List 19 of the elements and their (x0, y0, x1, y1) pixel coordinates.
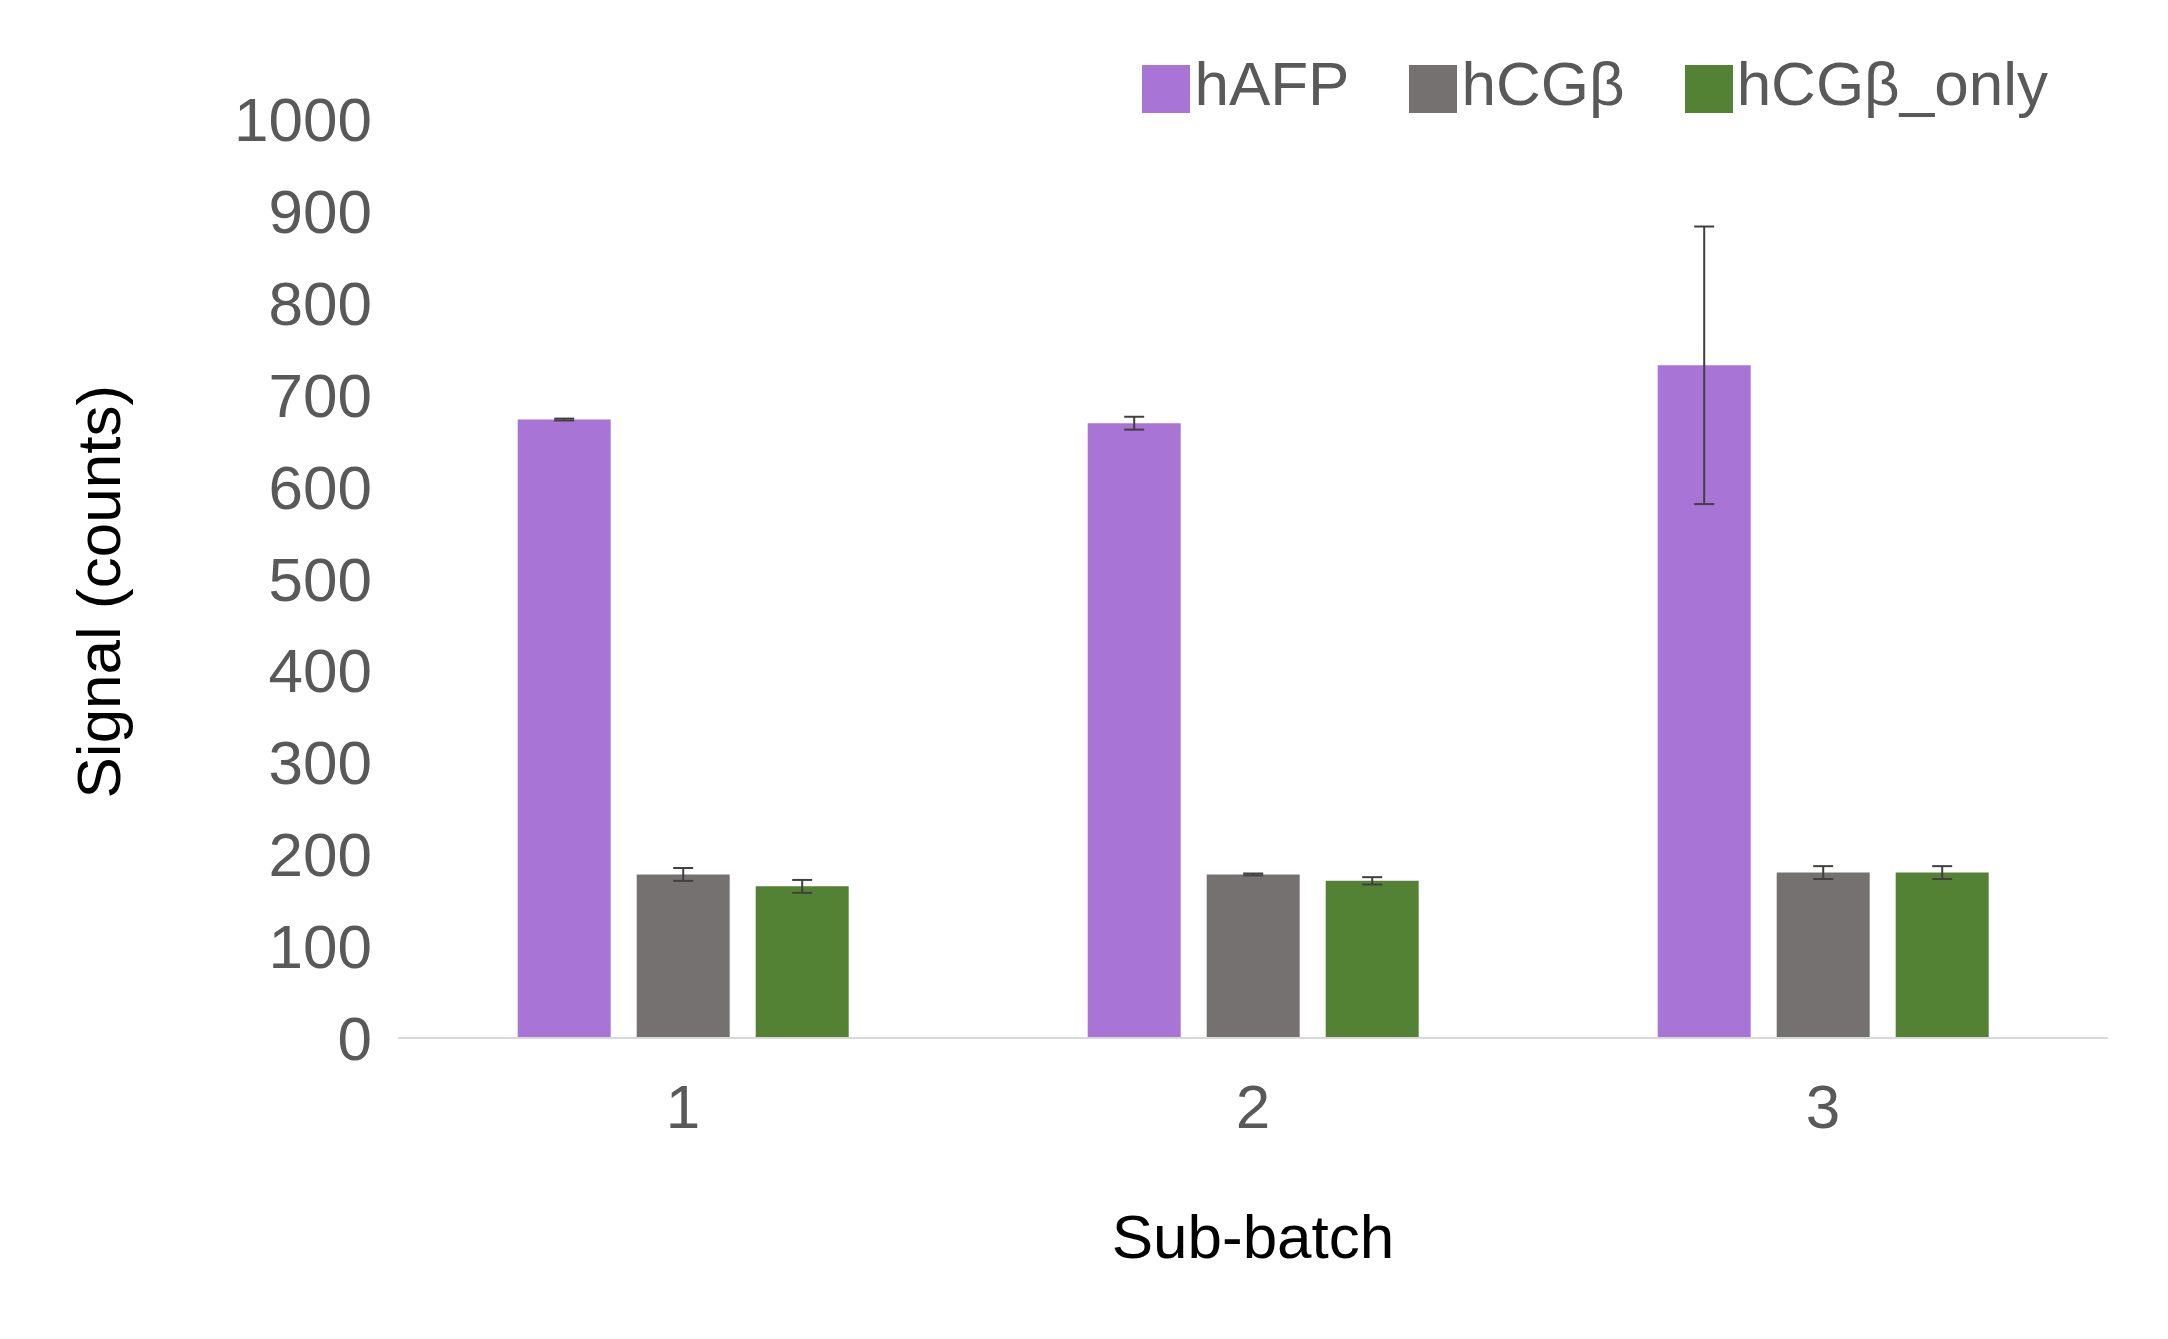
y-tick-label: 100 (268, 912, 372, 982)
y-tick-label: 800 (268, 268, 372, 338)
y-tick-label: 0 (337, 1004, 372, 1074)
legend-label: hAFP (1194, 49, 1350, 118)
y-tick-label: 200 (268, 820, 372, 890)
legend-label: hCGβ (1461, 49, 1625, 118)
y-tick-label: 400 (268, 636, 372, 706)
y-axis-title: Signal (counts) (64, 384, 134, 799)
x-tick-label: 3 (1805, 1072, 1841, 1142)
y-tick-label: 1000 (234, 85, 372, 155)
y-tick-label: 600 (268, 452, 372, 522)
y-tick-label: 900 (268, 176, 372, 246)
y-tick-label: 700 (268, 360, 372, 430)
x-axis-title: Sub-batch (1111, 1202, 1395, 1271)
y-tick-label: 300 (268, 728, 372, 798)
x-tick-label: 1 (665, 1072, 701, 1142)
legend-label: hCGβ_only (1736, 49, 2048, 118)
x-tick-label: 2 (1235, 1072, 1271, 1142)
y-tick-label: 500 (268, 544, 372, 614)
